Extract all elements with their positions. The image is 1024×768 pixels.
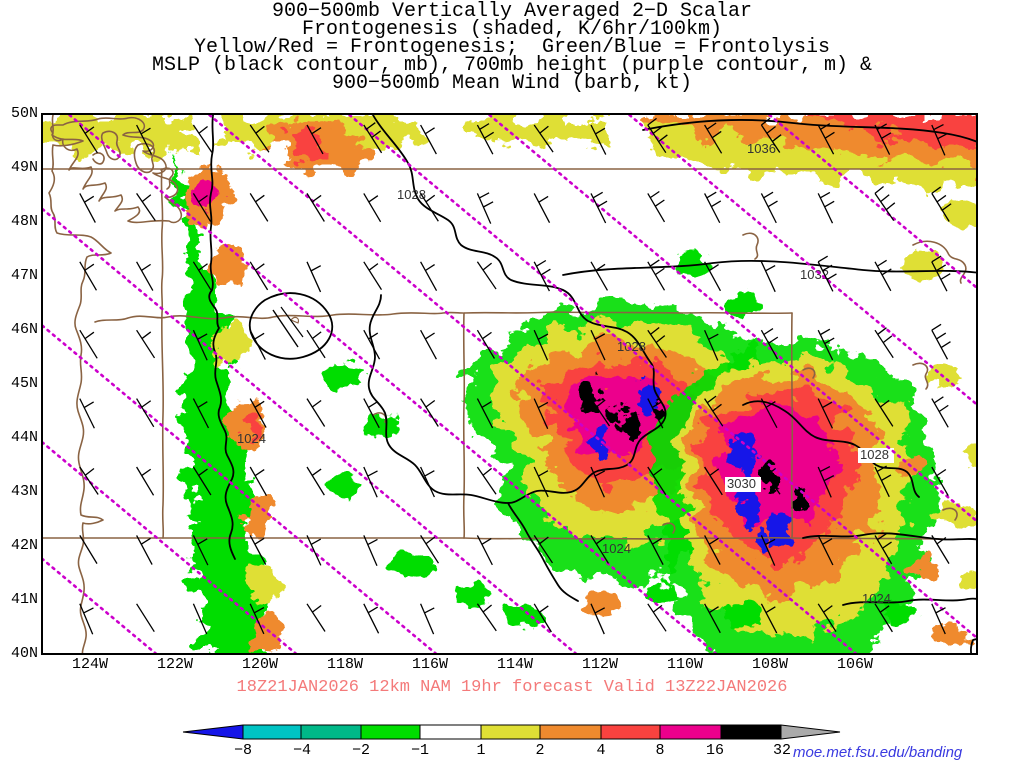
svg-text:1024: 1024 xyxy=(862,591,891,606)
svg-text:1036: 1036 xyxy=(747,141,776,156)
svg-text:1024: 1024 xyxy=(237,431,266,446)
svg-text:3030: 3030 xyxy=(727,476,756,491)
svg-text:1028: 1028 xyxy=(860,447,889,462)
svg-text:1028: 1028 xyxy=(617,339,646,354)
svg-text:1024: 1024 xyxy=(602,541,631,556)
